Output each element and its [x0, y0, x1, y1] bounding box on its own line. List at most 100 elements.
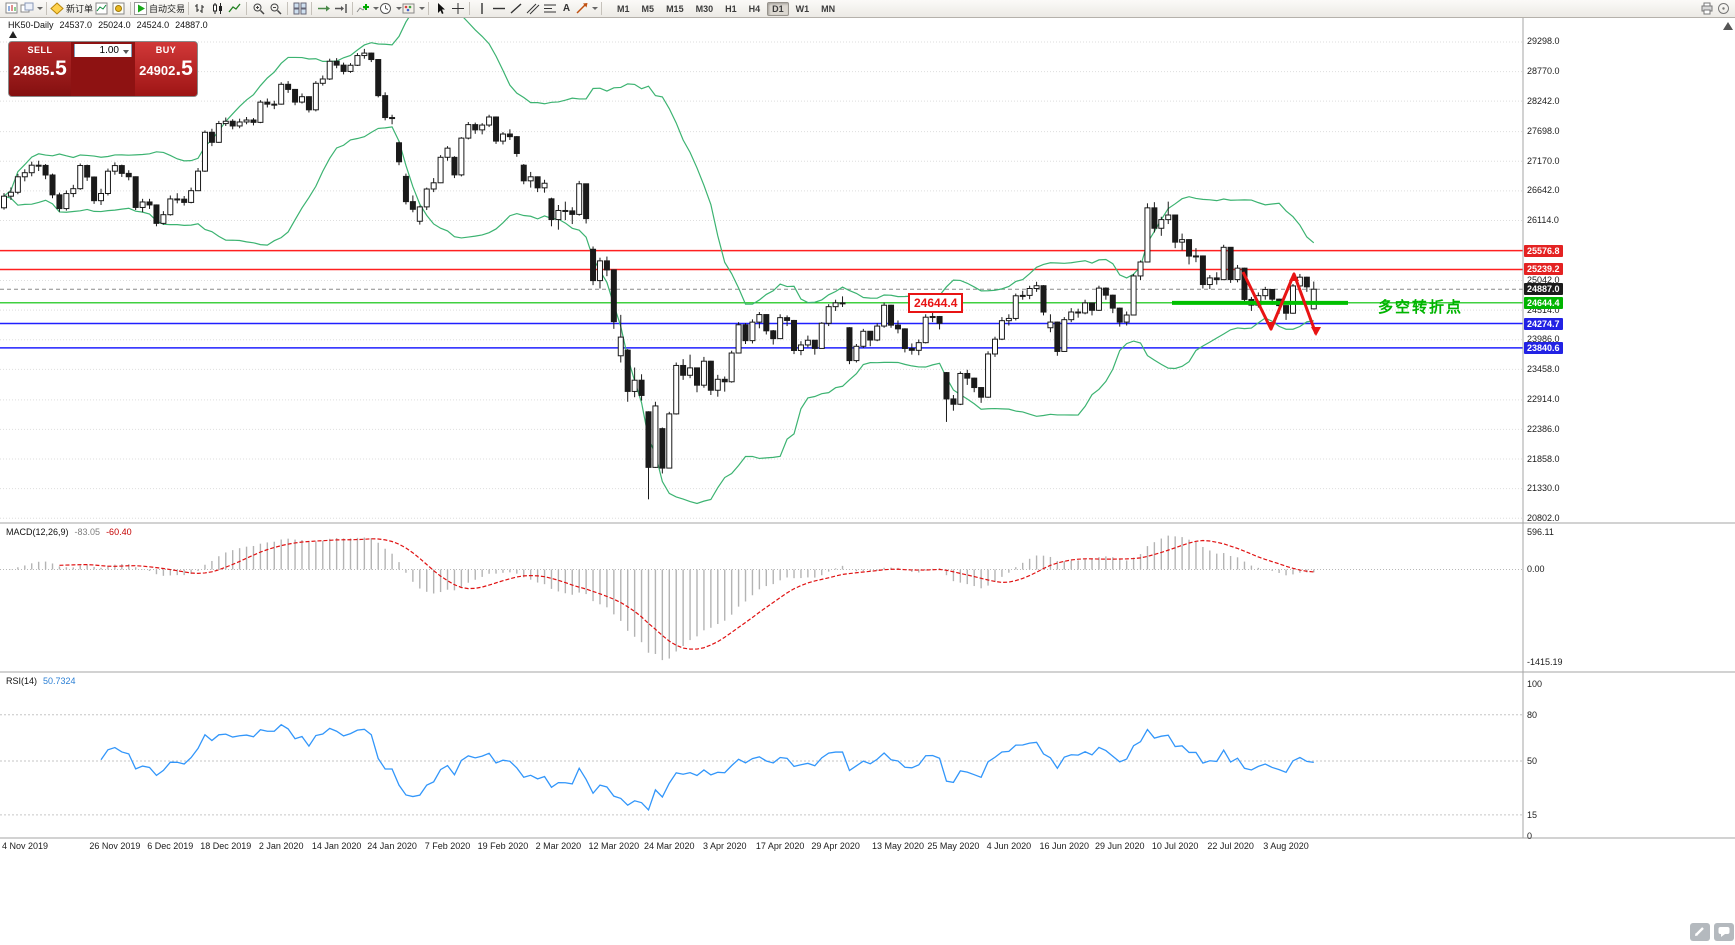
turning-point-annotation[interactable]: 多空转折点	[1378, 299, 1464, 316]
timeframe-m1-button[interactable]: M1	[617, 3, 630, 14]
timeframe-h1-button[interactable]: H1	[725, 3, 737, 14]
new-chart-button[interactable]	[3, 1, 20, 17]
vertical-line-tool-button[interactable]	[473, 1, 490, 17]
navigator-button[interactable]	[110, 1, 127, 17]
periods-icon	[380, 3, 392, 14]
open-value: 24537.0	[59, 20, 93, 30]
price-axis[interactable]	[1524, 18, 1584, 838]
arrow-tool-icon	[576, 3, 588, 14]
chart-shift-icon	[334, 4, 347, 13]
low-value: 24524.0	[136, 20, 170, 30]
profiles-button[interactable]	[20, 1, 43, 17]
help-button[interactable]	[1715, 1, 1732, 17]
chat-icon[interactable]	[1714, 923, 1734, 941]
periods-button[interactable]	[379, 1, 403, 17]
timeframe-group: M1 M5 M15 M30 H1 H4 D1 W1 MN	[611, 1, 841, 16]
cursor-tool-button[interactable]	[432, 1, 449, 17]
zigzag-annotation[interactable]	[1241, 271, 1318, 335]
cursor-icon	[437, 3, 445, 14]
chevron-down-icon	[592, 7, 599, 10]
profiles-icon	[20, 2, 34, 13]
tile-windows-icon	[293, 2, 307, 15]
templates-button[interactable]	[402, 1, 426, 17]
sell-button[interactable]: SELL 24885.5	[9, 42, 71, 96]
zoom-in-button[interactable]	[250, 1, 267, 17]
timeframe-w1-button[interactable]: W1	[795, 3, 810, 14]
one-click-collapse-button[interactable]	[9, 31, 17, 38]
timeframe-mn-button[interactable]: MN	[821, 3, 836, 14]
horizontal-line-tool-button[interactable]	[490, 1, 507, 17]
rsi-name: RSI(14)	[6, 676, 38, 686]
macd-name: MACD(12,26,9)	[6, 527, 69, 537]
timeframe-h4-button[interactable]: H4	[748, 3, 761, 14]
auto-trading-label: 自动交易	[149, 4, 186, 14]
chevron-down-icon	[419, 7, 426, 10]
navigator-icon	[112, 2, 125, 15]
fibonacci-icon	[543, 4, 556, 13]
timeframe-m5-button[interactable]: M5	[641, 3, 655, 14]
text-tool: A	[562, 3, 571, 14]
bar-chart-icon	[194, 4, 204, 13]
timeframe-m30-button[interactable]: M30	[695, 3, 714, 14]
buy-label: BUY	[155, 45, 177, 55]
tile-windows-button[interactable]	[291, 1, 308, 17]
trendline-icon	[510, 3, 521, 14]
toolbar-separator	[352, 2, 354, 15]
market-watch-button[interactable]	[93, 1, 110, 17]
toolbar-separator	[287, 2, 289, 15]
line-chart-icon	[228, 3, 241, 13]
zoom-in-icon	[253, 3, 265, 15]
timeframe-d1-button[interactable]: D1	[767, 1, 789, 16]
chevron-down-icon	[396, 7, 403, 10]
pencil-icon[interactable]	[1690, 923, 1710, 941]
macd-signal-value: -60.40	[106, 527, 132, 537]
high-value: 25024.0	[98, 20, 131, 30]
price-flag-annotation[interactable]: 24644.4	[908, 293, 964, 313]
chevron-down-icon	[37, 7, 43, 10]
toolbar-separator	[130, 2, 132, 15]
new-chart-icon	[5, 2, 17, 14]
macd-main-value: -83.05	[74, 527, 101, 537]
help-icon	[1717, 3, 1729, 14]
buy-price: 24902.5	[139, 57, 193, 80]
auto-trading-button[interactable]: 自动交易	[134, 1, 185, 17]
volume-input[interactable]	[75, 44, 131, 57]
trendline-tool-button[interactable]	[507, 1, 524, 17]
channel-tool-button[interactable]	[524, 1, 541, 17]
candlestick-mode-button[interactable]	[209, 1, 226, 17]
text-tool-button[interactable]: A	[558, 1, 575, 17]
close-value: 24887.0	[175, 20, 208, 30]
crosshair-icon	[451, 3, 464, 14]
toolbar-separator	[601, 2, 603, 15]
macd-indicator-label: MACD(12,26,9) -83.05 -60.40	[6, 527, 132, 537]
printer-icon	[1701, 2, 1712, 15]
symbol-timeframe-label: HK50-Daily	[8, 20, 54, 30]
chart-shift-button[interactable]	[332, 1, 349, 17]
fibonacci-tool-button[interactable]	[541, 1, 558, 17]
auto-scroll-button[interactable]	[315, 1, 332, 17]
toolbar-separator	[188, 2, 190, 15]
buy-button[interactable]: BUY 24902.5	[135, 42, 197, 96]
time-axis[interactable]	[0, 839, 1523, 853]
toolbar-separator	[246, 2, 248, 15]
line-chart-mode-button[interactable]	[226, 1, 243, 17]
crosshair-tool-button[interactable]	[449, 1, 466, 17]
auto-trading-play-icon	[134, 2, 148, 15]
indicators-button[interactable]	[356, 1, 380, 17]
bar-chart-mode-button[interactable]	[192, 1, 209, 17]
toolbar-separator	[428, 2, 430, 15]
print-button[interactable]	[1698, 1, 1715, 17]
rsi-value: 50.7324	[43, 676, 76, 686]
template-icon	[402, 3, 415, 14]
sell-label: SELL	[27, 45, 53, 55]
new-order-button[interactable]: 新订单	[50, 1, 93, 17]
auto-scroll-icon	[317, 5, 330, 12]
zoom-out-button[interactable]	[267, 1, 284, 17]
zoom-out-icon	[270, 3, 282, 15]
scroll-up-button[interactable]	[1723, 22, 1733, 30]
toolbar-separator	[311, 2, 313, 15]
arrow-tool-button[interactable]	[575, 1, 599, 17]
timeframe-m15-button[interactable]: M15	[666, 3, 684, 14]
chevron-down-icon[interactable]	[123, 50, 129, 54]
